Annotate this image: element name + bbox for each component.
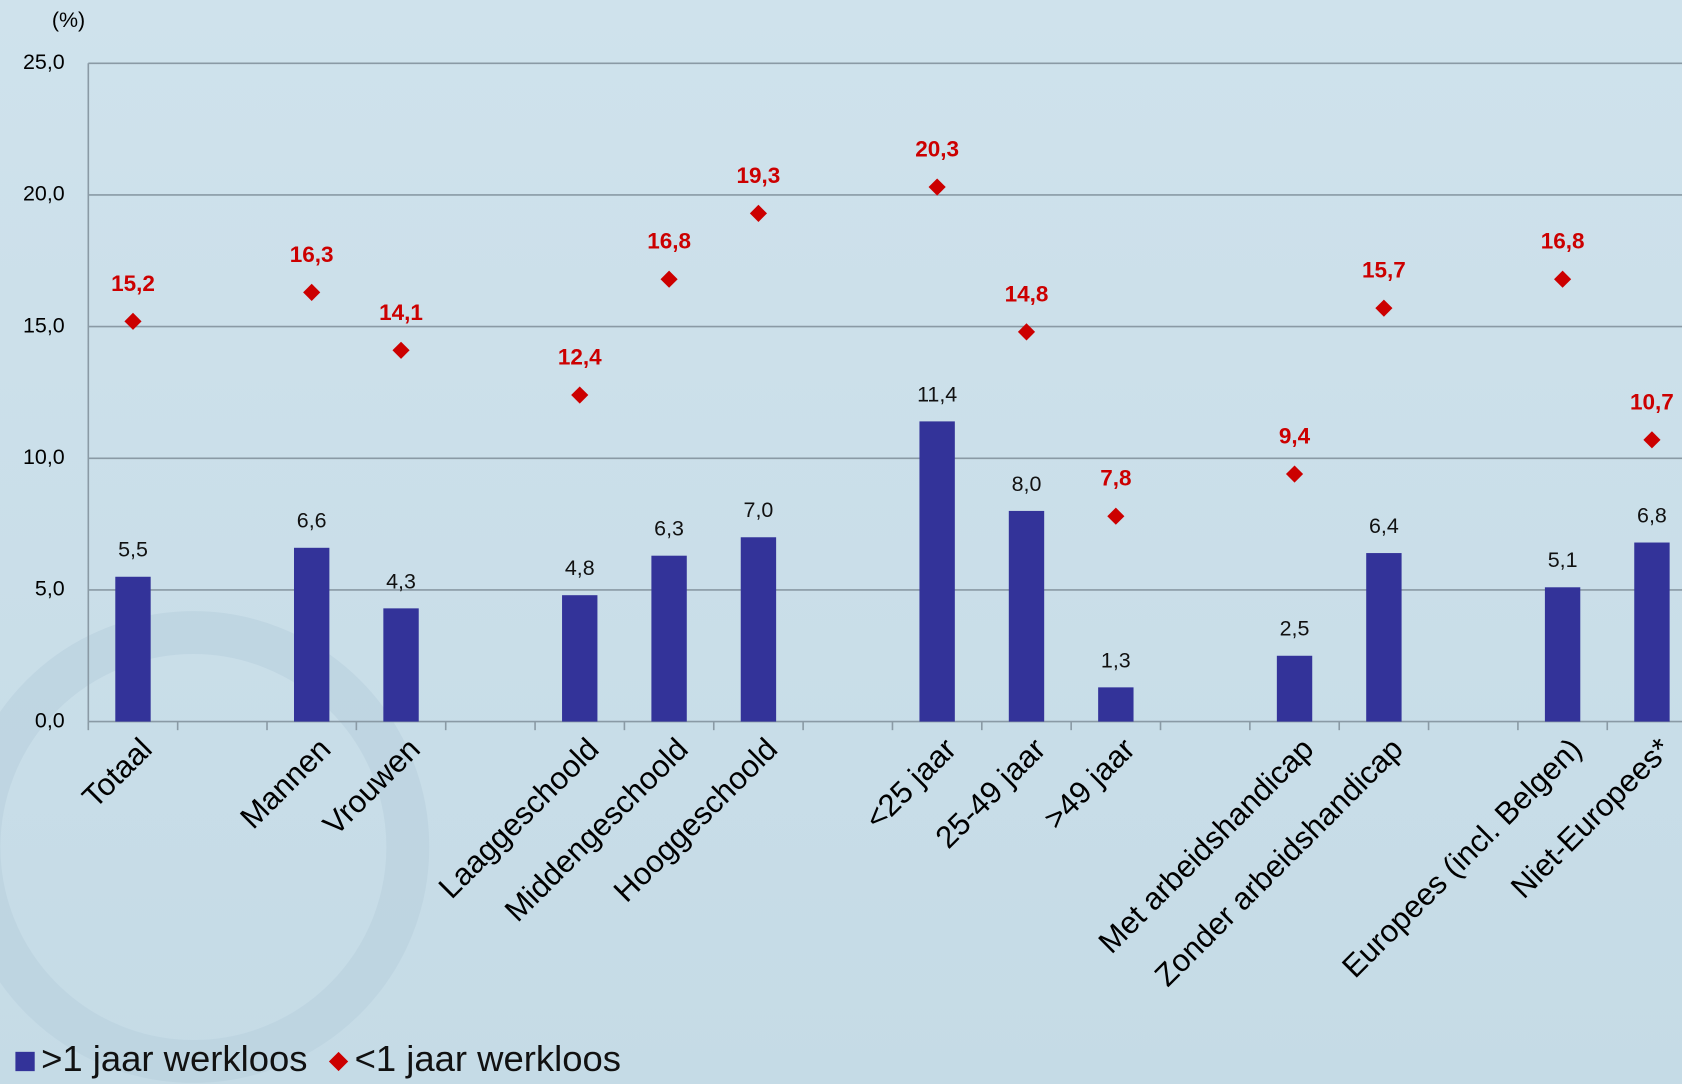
bar xyxy=(1008,510,1045,722)
value-label: 16,3 xyxy=(290,242,334,267)
diamond-marker xyxy=(124,312,142,330)
value-label: 4,3 xyxy=(386,569,416,593)
legend-swatch xyxy=(328,1051,349,1072)
diamond-marker xyxy=(1643,431,1661,449)
value-label: 14,1 xyxy=(379,300,423,325)
legend-label: >1 jaar werkloos xyxy=(41,1038,307,1079)
value-label: 1,3 xyxy=(1101,648,1131,672)
bar xyxy=(1098,687,1134,722)
value-label: 6,3 xyxy=(654,517,684,541)
value-label: 10,7 xyxy=(1630,389,1674,414)
bar xyxy=(1276,655,1313,722)
bar xyxy=(651,555,687,722)
value-label: 6,8 xyxy=(1637,503,1667,527)
diamond-marker xyxy=(1107,507,1125,525)
diamond-marker xyxy=(928,178,946,196)
y-tick-label: 20,0 xyxy=(23,182,65,206)
bar xyxy=(1634,542,1670,722)
bar xyxy=(293,547,330,722)
value-label: 5,5 xyxy=(118,538,148,562)
diamond-marker xyxy=(749,204,768,222)
value-label: 20,3 xyxy=(915,137,959,162)
diamond-marker xyxy=(1285,465,1304,483)
bar xyxy=(383,608,419,722)
value-label: 7,0 xyxy=(744,498,774,522)
value-label: 5,1 xyxy=(1548,548,1578,572)
value-label: 7,8 xyxy=(1100,466,1131,491)
value-label: 2,5 xyxy=(1280,617,1310,641)
value-label: 14,8 xyxy=(1005,281,1049,306)
diamond-marker xyxy=(571,386,589,404)
diamond-marker xyxy=(1375,299,1393,317)
y-axis-label: (%) xyxy=(52,8,85,32)
bar xyxy=(115,576,151,722)
bar xyxy=(1366,553,1402,722)
x-tick-label: Totaal xyxy=(75,731,158,814)
value-label: 9,4 xyxy=(1279,424,1311,449)
x-tick-label: >49 jaar xyxy=(1037,731,1142,836)
value-label: 19,3 xyxy=(737,163,781,188)
bar xyxy=(919,421,955,722)
bar xyxy=(1544,587,1581,722)
y-tick-label: 0,0 xyxy=(35,708,65,732)
diamond-marker xyxy=(303,283,321,301)
x-tick-label: Niet-Europees* xyxy=(1504,731,1678,905)
bar xyxy=(740,537,777,722)
value-label: 16,8 xyxy=(1541,229,1585,254)
y-tick-label: 25,0 xyxy=(23,50,65,74)
value-label: 12,4 xyxy=(558,345,602,370)
value-label: 4,8 xyxy=(565,556,595,580)
diamond-marker xyxy=(1017,323,1036,341)
watermark xyxy=(0,611,430,1083)
x-tick-label: Hooggeschoold xyxy=(607,731,784,908)
x-tick-label: Laaggeschoold xyxy=(432,731,606,905)
y-tick-label: 10,0 xyxy=(23,445,65,469)
value-label: 15,2 xyxy=(111,271,155,296)
diamond-marker xyxy=(660,270,678,288)
legend-label: <1 jaar werkloos xyxy=(355,1038,621,1079)
y-tick-label: 15,0 xyxy=(23,313,65,337)
y-tick-label: 5,0 xyxy=(35,577,65,601)
value-label: 6,4 xyxy=(1369,514,1399,538)
diamond-marker xyxy=(1554,270,1572,288)
value-label: 16,8 xyxy=(647,229,691,254)
legend-swatch xyxy=(15,1051,35,1072)
value-label: 15,7 xyxy=(1362,258,1406,283)
diamond-marker xyxy=(392,341,410,359)
bar xyxy=(562,595,598,722)
value-label: 8,0 xyxy=(1012,472,1042,496)
value-label: 11,4 xyxy=(917,382,957,406)
value-label: 6,6 xyxy=(297,509,327,533)
